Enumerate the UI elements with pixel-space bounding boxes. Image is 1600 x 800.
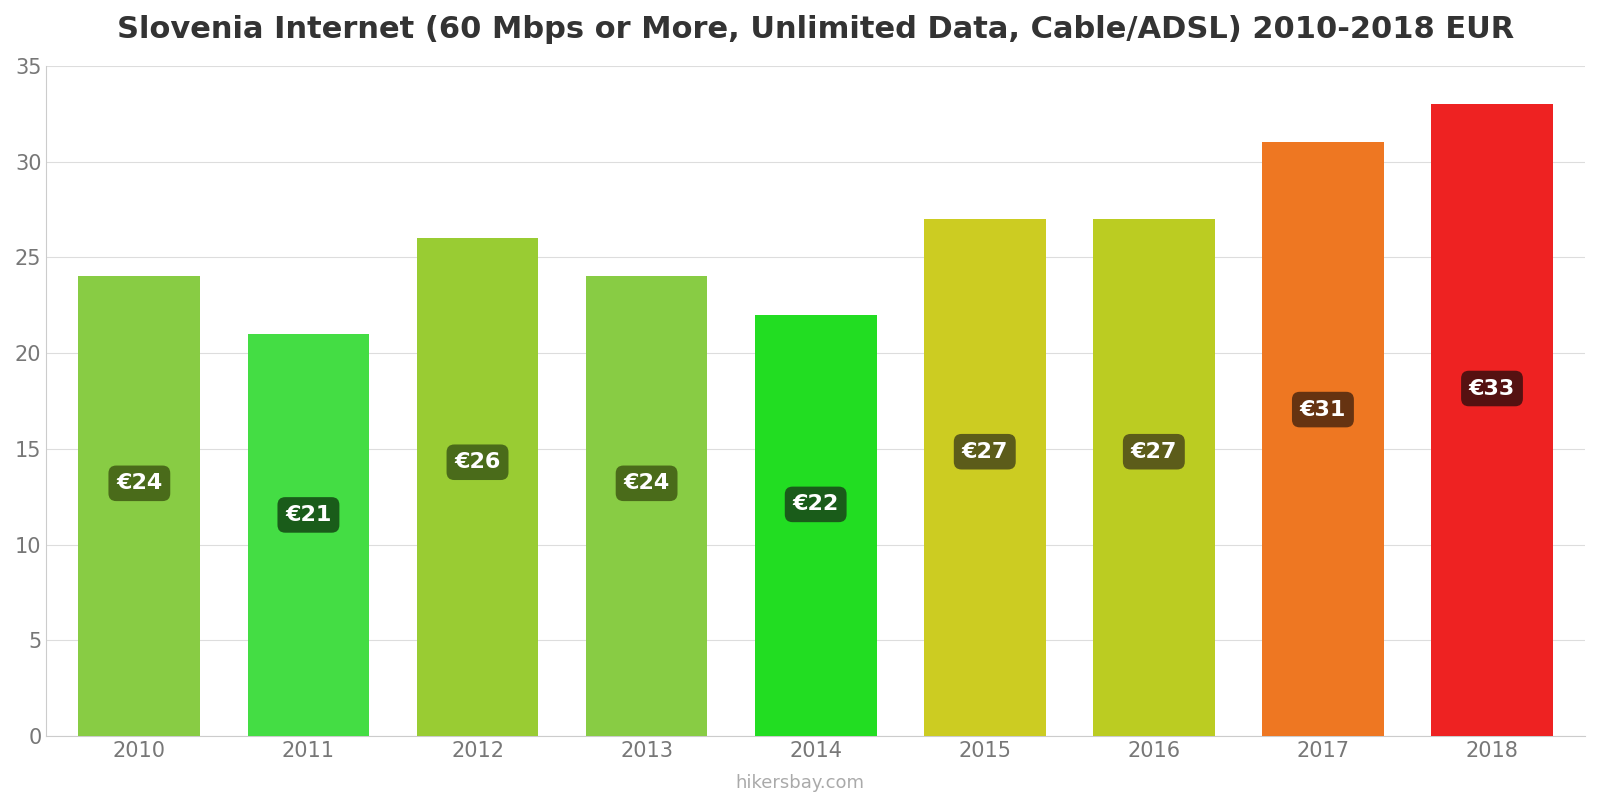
Text: €24: €24	[117, 474, 163, 494]
Text: €24: €24	[624, 474, 670, 494]
Text: €22: €22	[792, 494, 838, 514]
Bar	[586, 277, 707, 736]
Bar	[923, 219, 1046, 736]
Text: €31: €31	[1299, 399, 1346, 419]
Bar	[1093, 219, 1214, 736]
Bar	[755, 314, 877, 736]
Bar	[1430, 104, 1554, 736]
Text: €33: €33	[1469, 378, 1515, 398]
Bar	[416, 238, 538, 736]
Text: €21: €21	[285, 505, 331, 525]
Text: hikersbay.com: hikersbay.com	[736, 774, 864, 792]
Bar	[1262, 142, 1384, 736]
Text: €27: €27	[1131, 442, 1178, 462]
Bar	[78, 277, 200, 736]
Text: €26: €26	[454, 452, 501, 472]
Text: €27: €27	[962, 442, 1008, 462]
Bar	[248, 334, 370, 736]
Title: Slovenia Internet (60 Mbps or More, Unlimited Data, Cable/ADSL) 2010-2018 EUR: Slovenia Internet (60 Mbps or More, Unli…	[117, 15, 1514, 44]
